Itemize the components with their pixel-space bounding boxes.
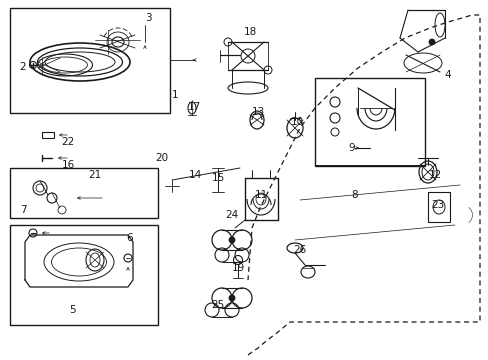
Bar — [10, 225, 158, 325]
Text: 2: 2 — [20, 62, 26, 72]
Text: 15: 15 — [211, 173, 224, 183]
Text: 26: 26 — [293, 245, 306, 255]
Text: 23: 23 — [430, 200, 444, 210]
Text: 18: 18 — [243, 27, 256, 37]
Text: 19: 19 — [231, 263, 244, 273]
Text: 20: 20 — [155, 153, 168, 163]
Bar — [42, 132, 54, 138]
Text: 7: 7 — [20, 205, 26, 215]
Ellipse shape — [428, 39, 434, 45]
Bar — [314, 78, 424, 166]
Text: 3: 3 — [144, 13, 151, 23]
Bar — [10, 168, 158, 218]
Text: 17: 17 — [187, 102, 200, 112]
Text: 22: 22 — [61, 137, 75, 147]
Text: 14: 14 — [188, 170, 201, 180]
Text: 12: 12 — [427, 170, 441, 180]
Text: 16: 16 — [61, 160, 75, 170]
Text: 4: 4 — [444, 70, 450, 80]
Text: 24: 24 — [225, 210, 238, 220]
Text: 11: 11 — [254, 190, 267, 200]
Bar — [427, 192, 449, 222]
Text: 6: 6 — [126, 233, 133, 243]
Ellipse shape — [228, 295, 235, 301]
Text: 13: 13 — [251, 107, 264, 117]
Text: 9: 9 — [348, 143, 355, 153]
Text: 8: 8 — [351, 190, 358, 200]
Text: 1: 1 — [171, 90, 178, 100]
Ellipse shape — [228, 237, 235, 243]
Bar — [10, 8, 170, 113]
Text: 25: 25 — [211, 300, 224, 310]
Text: 5: 5 — [68, 305, 75, 315]
Text: 10: 10 — [290, 117, 303, 127]
Text: 21: 21 — [88, 170, 102, 180]
